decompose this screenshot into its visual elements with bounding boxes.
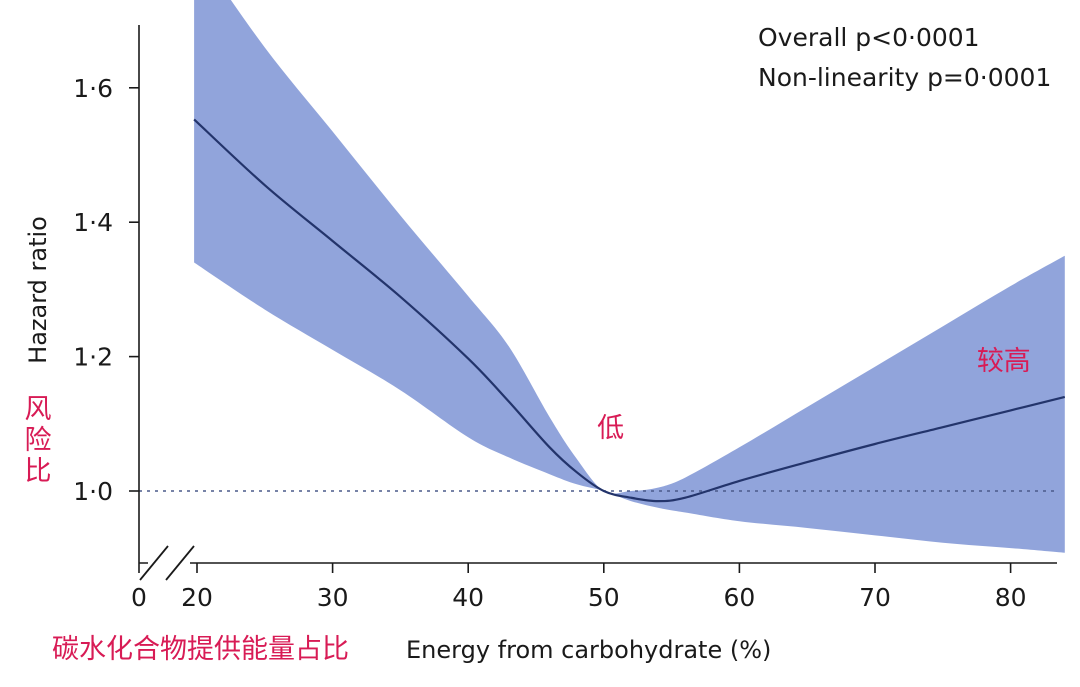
y-tick-label: 1·4	[73, 208, 113, 237]
x-tick-label: 60	[723, 583, 755, 612]
x-tick-label: 80	[995, 583, 1027, 612]
annotation-overall-p: Overall p<0·0001	[758, 23, 980, 52]
x-tick-label: 30	[317, 583, 349, 612]
y-tick-label: 1·0	[73, 477, 113, 506]
x-axis-label: Energy from carbohydrate (%)	[406, 636, 771, 664]
x-axis-label-cn: 碳水化合物提供能量占比	[52, 634, 349, 665]
axis-break-mark	[165, 545, 195, 581]
x-tick-label: 20	[181, 583, 213, 612]
x-tick-label: 0	[131, 583, 147, 612]
y-axis-label-cn-char: 风	[25, 394, 52, 425]
confidence-band	[194, 0, 1065, 553]
y-axis-label-cn-char: 比	[25, 456, 52, 487]
x-tick-label: 40	[452, 583, 484, 612]
region-label: 较高	[977, 346, 1031, 377]
region-label: 低	[597, 413, 624, 444]
x-tick-label: 50	[588, 583, 620, 612]
y-axis-label-cn-char: 险	[25, 425, 52, 456]
axes	[129, 25, 1057, 581]
annotation-nonlinearity-p: Non-linearity p=0·0001	[758, 63, 1051, 92]
hazard-line-layer	[193, 118, 1066, 503]
y-tick-label: 1·6	[73, 74, 113, 103]
tick-labels: 1·01·21·41·61·8020304050607080	[73, 74, 1027, 612]
y-tick-label: 1·2	[73, 343, 113, 372]
y-axis-label-cn: 风险比	[25, 394, 52, 487]
x-tick-label: 70	[859, 583, 891, 612]
axis-break-mark	[139, 545, 169, 581]
y-axis-label: Hazard ratio	[24, 216, 52, 364]
hazard-ratio-line	[193, 118, 1066, 503]
confidence-band-layer	[194, 0, 1065, 553]
region-labels: 高低较高	[597, 346, 1031, 444]
